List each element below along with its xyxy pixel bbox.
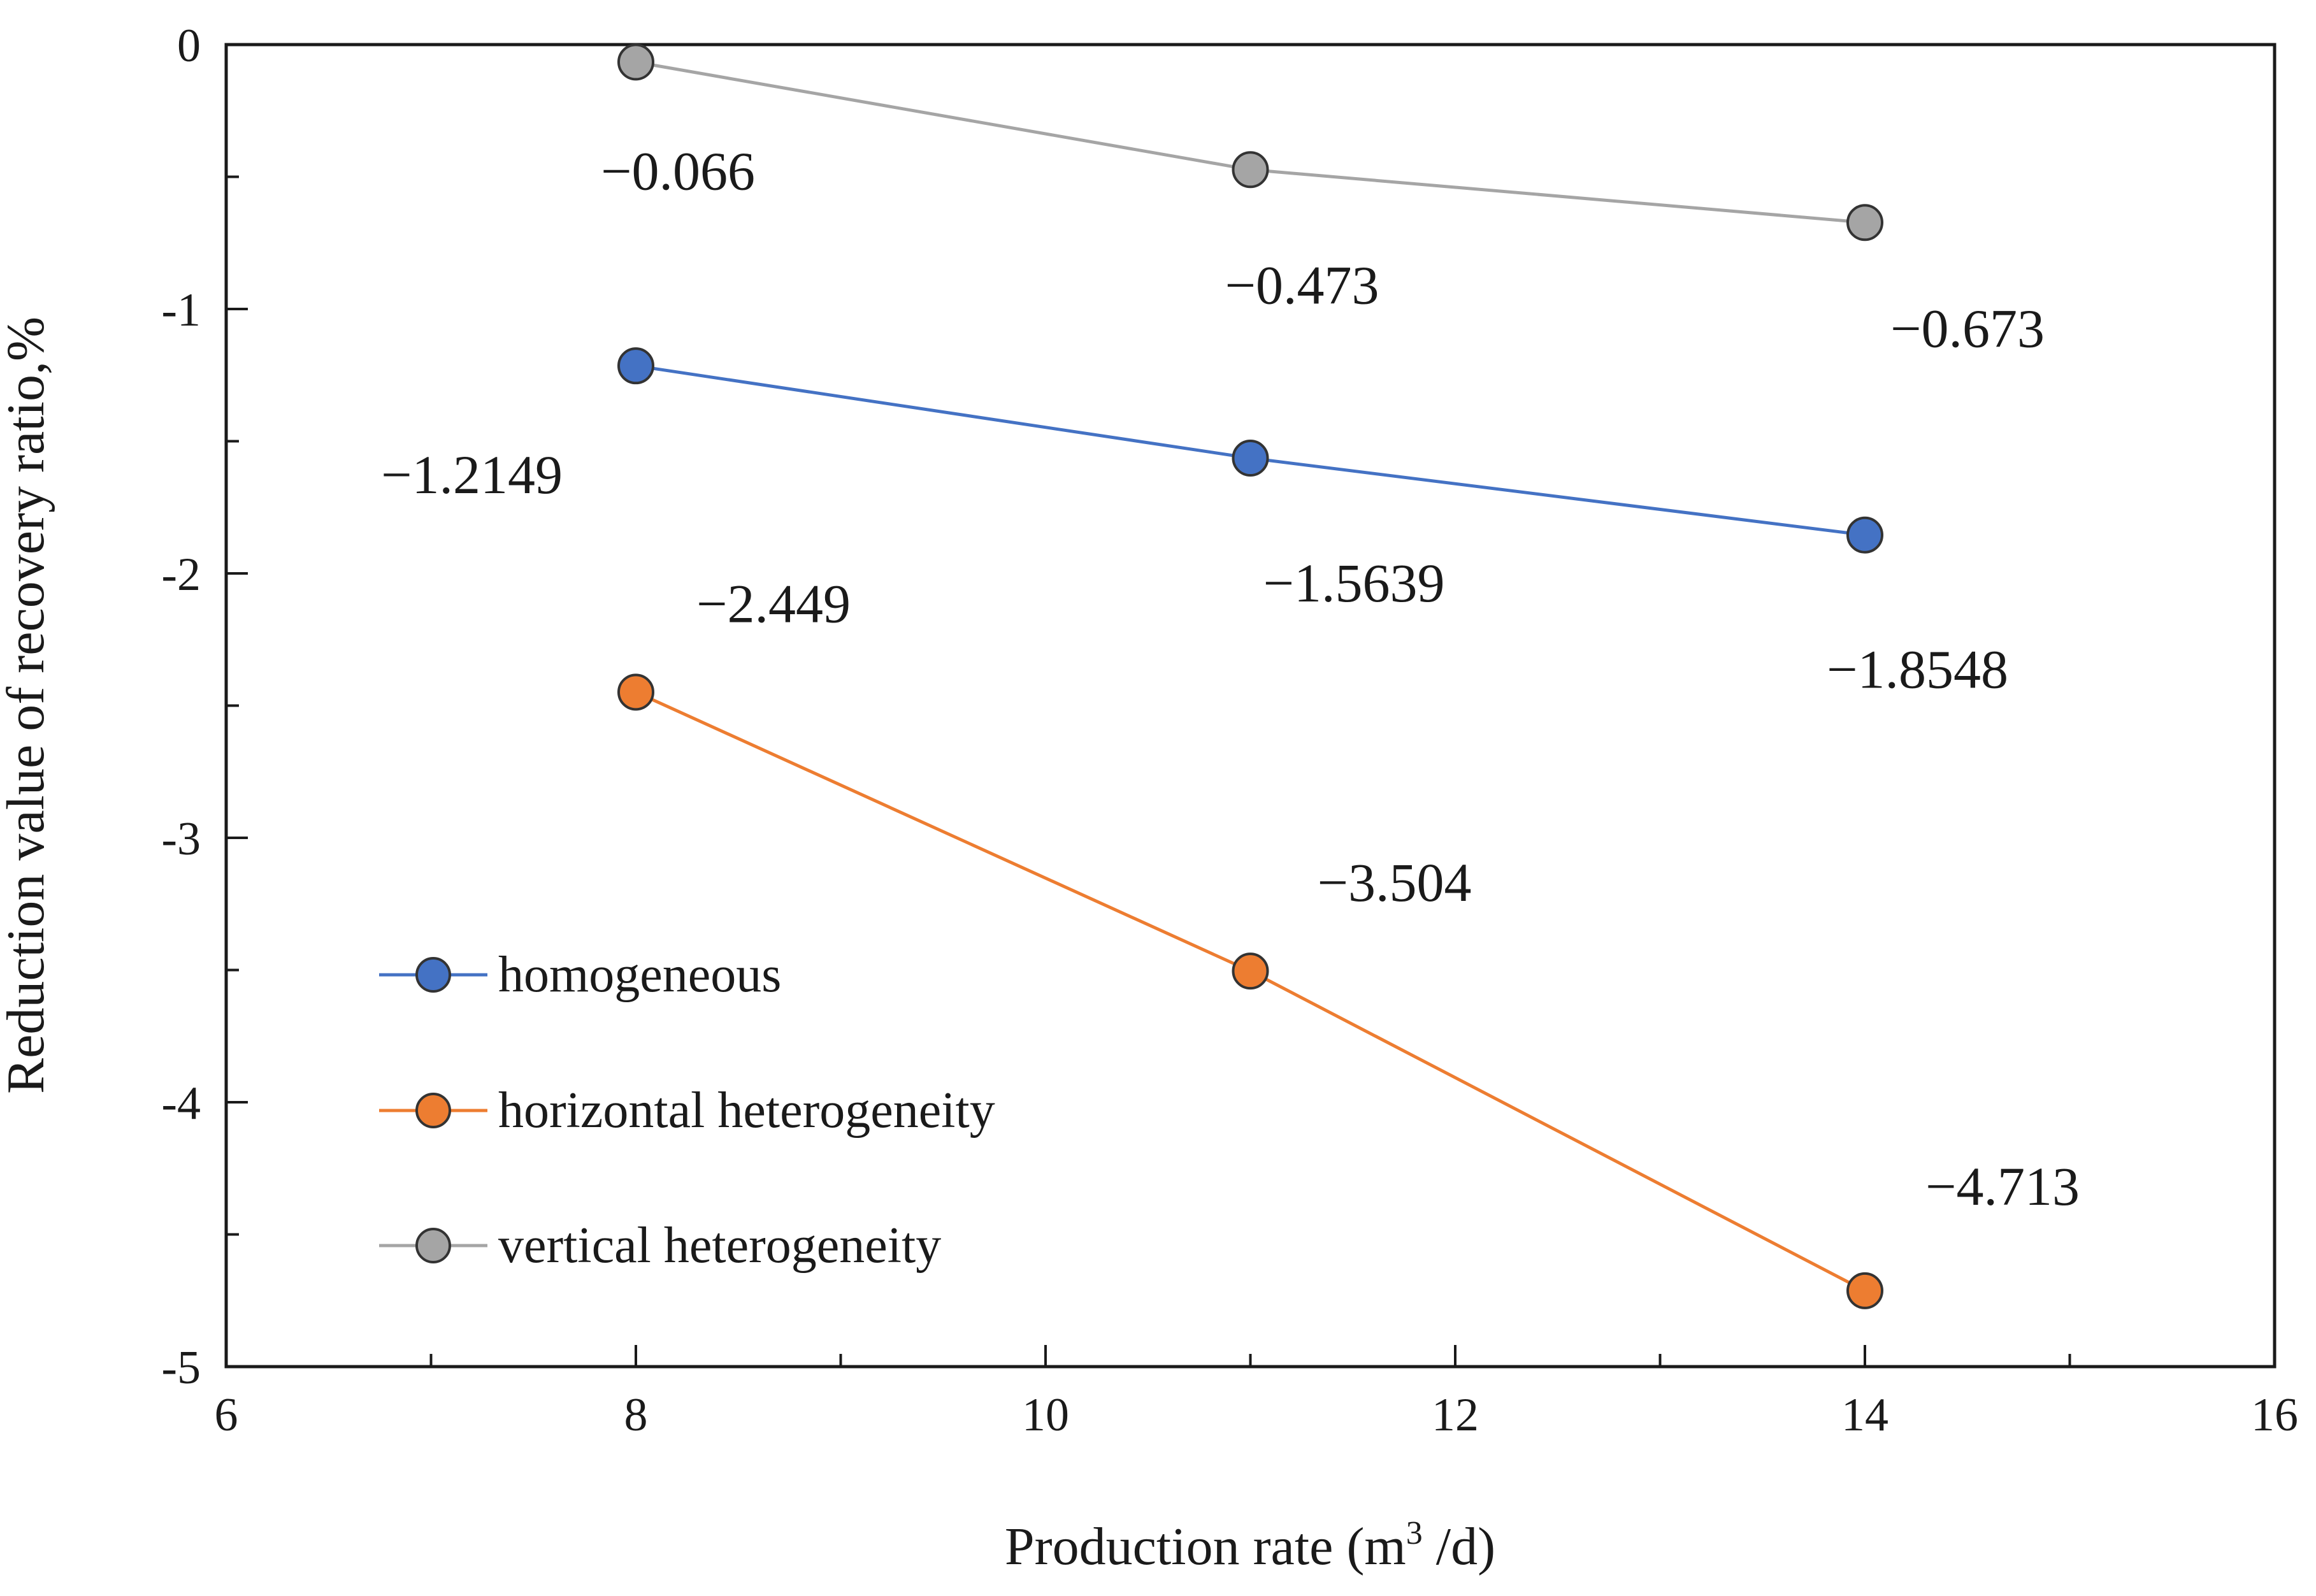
y-tick-label: 0 <box>177 20 201 72</box>
data-label: −0.473 <box>1225 254 1379 315</box>
y-tick-label: -2 <box>161 549 201 601</box>
data-labels: −1.2149 −1.5639 −1.8548 −2.449 −3.504 −4.713 −… <box>381 140 2080 1217</box>
legend-label: vertical heterogeneity <box>498 1218 941 1274</box>
data-point <box>1232 151 1269 189</box>
data-point <box>1232 440 1269 477</box>
data-point <box>1846 1272 1883 1309</box>
legend-item-homogeneous: homogeneous <box>379 947 781 1003</box>
plot-area <box>224 43 2276 1369</box>
series-vertical-heterogeneity <box>617 43 1883 241</box>
series-layer <box>617 43 1883 1309</box>
legend-marker <box>415 1093 451 1128</box>
y-tick-label: -3 <box>161 813 201 865</box>
x-tick-label: 8 <box>624 1389 648 1441</box>
legend-item-horizontal-heterogeneity: horizontal heterogeneity <box>379 1082 995 1139</box>
legend: homogeneous horizontal heterogeneity verti… <box>379 947 995 1274</box>
data-point <box>617 673 654 711</box>
legend-label: horizontal heterogeneity <box>498 1082 995 1139</box>
data-point <box>1846 204 1883 241</box>
x-tick-label: 10 <box>1022 1389 1069 1441</box>
data-point <box>617 347 654 385</box>
legend-item-vertical-heterogeneity: vertical heterogeneity <box>379 1218 941 1274</box>
data-label: −3.504 <box>1318 852 1472 913</box>
x-tick-label: 12 <box>1432 1389 1479 1441</box>
y-axis-title: Reduction value of recovery ratio,% <box>0 317 55 1094</box>
legend-label: homogeneous <box>498 947 781 1003</box>
legend-marker <box>415 1228 451 1263</box>
data-point <box>1846 516 1883 554</box>
x-axis-title: Production rate (m3 /d) <box>1005 1515 1495 1576</box>
series-homogeneous <box>617 347 1883 554</box>
x-tick-label: 14 <box>1841 1389 1888 1441</box>
x-tick-label: 6 <box>215 1389 238 1441</box>
data-label: −0.673 <box>1890 298 2045 359</box>
data-label: −0.066 <box>601 140 755 201</box>
series-horizontal-heterogeneity <box>617 673 1883 1309</box>
y-tick-label: -4 <box>161 1077 201 1130</box>
legend-marker <box>415 957 451 993</box>
data-label: −1.2149 <box>381 444 563 505</box>
y-axis-ticks: 0 -1 -2 -3 -4 -5 <box>161 20 248 1394</box>
y-tick-label: -5 <box>161 1342 201 1394</box>
x-tick-label: 16 <box>2251 1389 2298 1441</box>
data-label: −1.5639 <box>1263 552 1445 614</box>
data-label: −4.713 <box>1925 1156 2080 1217</box>
data-point <box>617 43 654 81</box>
data-label: −1.8548 <box>1827 639 2008 700</box>
x-axis-ticks: 6 8 10 12 14 16 <box>215 1345 2298 1441</box>
data-point <box>1232 953 1269 990</box>
data-label: −2.449 <box>696 573 851 634</box>
y-tick-label: -1 <box>161 284 201 336</box>
